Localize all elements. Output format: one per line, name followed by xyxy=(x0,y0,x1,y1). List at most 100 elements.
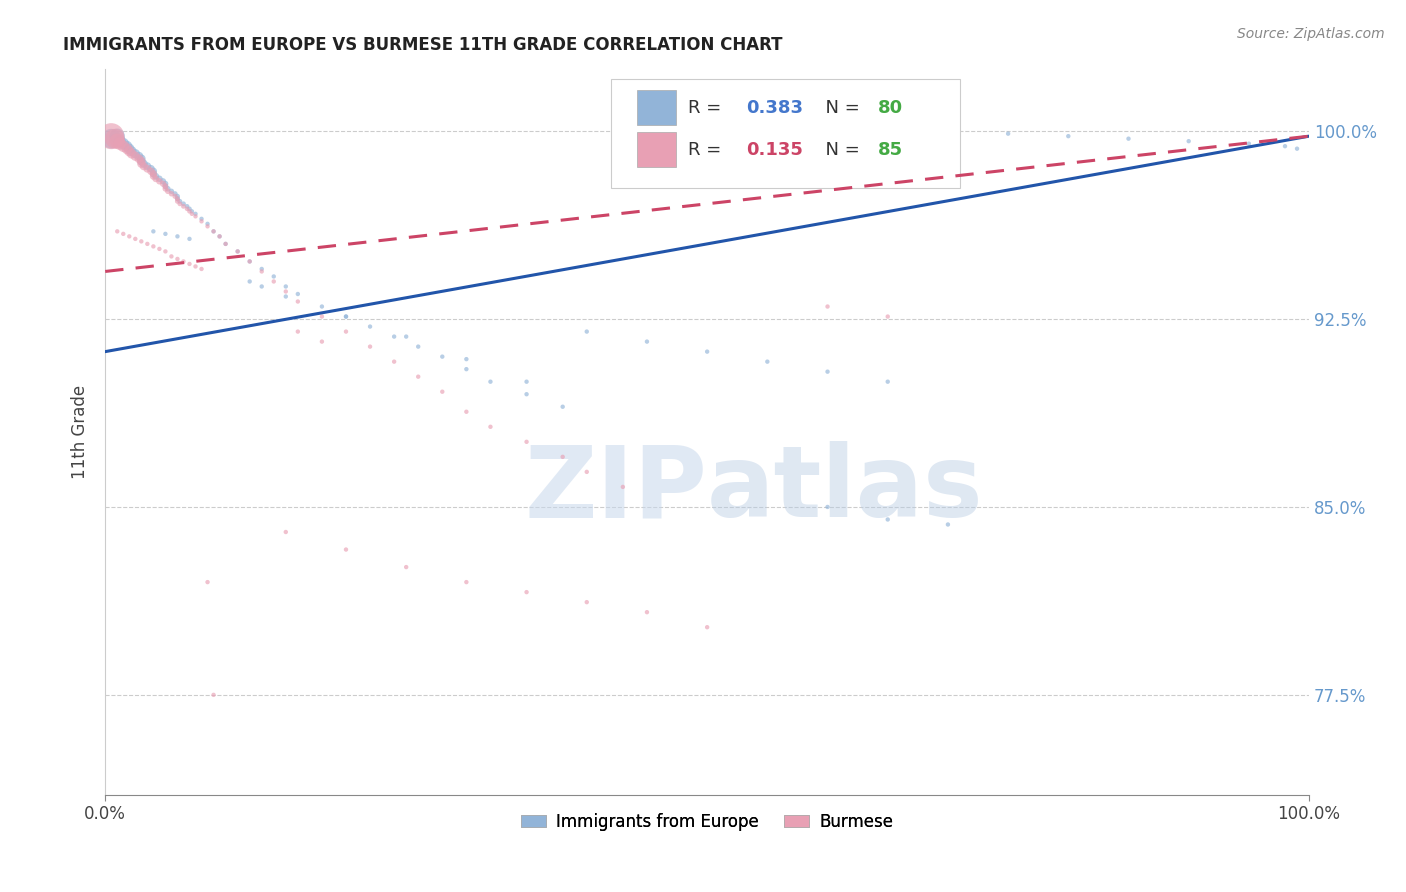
Point xyxy=(696,620,718,634)
Point xyxy=(184,207,207,221)
Point xyxy=(180,207,202,221)
Point xyxy=(105,224,128,238)
Text: Source: ZipAtlas.com: Source: ZipAtlas.com xyxy=(1237,27,1385,41)
Point xyxy=(145,169,167,184)
Point xyxy=(172,199,194,213)
Point xyxy=(160,184,183,198)
Point xyxy=(180,204,202,219)
Point xyxy=(335,542,357,557)
Point xyxy=(176,199,198,213)
Point xyxy=(287,287,309,301)
Point xyxy=(202,688,225,702)
Point xyxy=(263,275,285,289)
Point xyxy=(239,254,262,268)
Point xyxy=(163,186,186,201)
Point xyxy=(108,134,131,148)
Point xyxy=(636,334,658,349)
Point xyxy=(335,310,357,324)
Point xyxy=(876,375,898,389)
Point xyxy=(166,194,188,209)
Text: ZIP: ZIP xyxy=(524,442,707,539)
Point xyxy=(395,560,418,574)
Text: R =: R = xyxy=(688,99,727,117)
Point xyxy=(226,244,249,259)
Point xyxy=(128,152,150,166)
Point xyxy=(115,139,138,153)
Point xyxy=(132,157,155,171)
Point xyxy=(118,145,141,159)
Point xyxy=(250,262,273,277)
Point xyxy=(250,264,273,278)
Point xyxy=(636,605,658,619)
Point xyxy=(152,177,174,191)
Point xyxy=(118,229,141,244)
Point xyxy=(406,340,429,354)
Point xyxy=(575,595,598,609)
Point xyxy=(142,224,165,238)
Point xyxy=(105,129,128,144)
Point xyxy=(136,161,159,176)
Legend: Immigrants from Europe, Burmese: Immigrants from Europe, Burmese xyxy=(515,806,900,838)
Point xyxy=(145,171,167,186)
Point xyxy=(208,229,231,244)
Point xyxy=(131,235,153,249)
Point xyxy=(118,142,141,156)
Point xyxy=(115,142,138,156)
Text: 0.383: 0.383 xyxy=(745,99,803,117)
Point xyxy=(124,232,146,246)
Point xyxy=(1118,131,1140,145)
Point xyxy=(479,375,502,389)
Point xyxy=(936,517,959,532)
Point xyxy=(121,145,143,159)
Point xyxy=(456,575,478,590)
Point xyxy=(160,186,183,201)
Point xyxy=(128,149,150,163)
Point xyxy=(456,362,478,376)
Point xyxy=(179,202,201,216)
Point xyxy=(148,171,170,186)
Point xyxy=(479,419,502,434)
Text: 80: 80 xyxy=(879,99,903,117)
Point xyxy=(155,244,177,259)
Point xyxy=(152,174,174,188)
Point xyxy=(132,159,155,173)
Point xyxy=(274,524,297,539)
Point xyxy=(997,127,1019,141)
FancyBboxPatch shape xyxy=(637,132,676,168)
Point xyxy=(1286,142,1309,156)
Text: 0.135: 0.135 xyxy=(745,141,803,159)
Point xyxy=(104,131,127,145)
Point xyxy=(263,269,285,284)
Point xyxy=(817,300,839,314)
Point xyxy=(516,387,538,401)
Point xyxy=(214,236,236,251)
Point xyxy=(817,365,839,379)
Point xyxy=(166,189,188,203)
Point xyxy=(142,167,165,181)
Point xyxy=(166,252,188,266)
Point xyxy=(124,146,146,161)
Point xyxy=(311,300,333,314)
Point xyxy=(131,154,153,169)
Point xyxy=(1274,139,1296,153)
Point xyxy=(575,465,598,479)
Y-axis label: 11th Grade: 11th Grade xyxy=(72,384,89,479)
Point xyxy=(311,310,333,324)
Point xyxy=(817,500,839,514)
Point xyxy=(202,224,225,238)
Point xyxy=(406,369,429,384)
Point xyxy=(287,294,309,309)
Point xyxy=(121,146,143,161)
Point xyxy=(274,289,297,303)
Point xyxy=(239,275,262,289)
Point xyxy=(696,344,718,359)
Point xyxy=(148,174,170,188)
Point xyxy=(172,254,194,268)
Point xyxy=(163,189,186,203)
Point xyxy=(131,157,153,171)
Point xyxy=(335,310,357,324)
Point xyxy=(166,192,188,206)
Point xyxy=(359,319,381,334)
Point xyxy=(142,239,165,253)
Point xyxy=(197,575,219,590)
